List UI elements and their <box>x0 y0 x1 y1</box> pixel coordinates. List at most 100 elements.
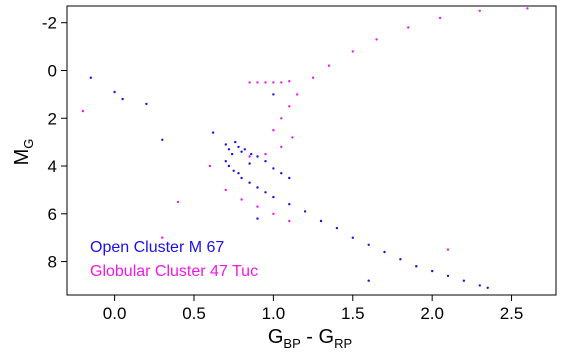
point-47tuc <box>248 81 251 84</box>
legend-entry-47tuc: Globular Cluster 47 Tuc <box>90 263 258 280</box>
point-m67 <box>431 269 434 273</box>
y-tick-label: 0 <box>48 61 57 80</box>
x-axis-title-sub1: BP <box>283 336 300 351</box>
point-m67 <box>486 286 489 289</box>
legend-entry-m67: Open Cluster M 67 <box>90 239 224 256</box>
point-m67 <box>211 131 215 134</box>
point-m67 <box>250 152 253 156</box>
x-axis-title-mid: - G <box>301 326 334 348</box>
point-m67 <box>256 155 259 158</box>
point-m67 <box>351 236 354 239</box>
x-tick-label: 2.0 <box>420 304 444 323</box>
point-m67 <box>161 138 164 141</box>
y-tick-label: 2 <box>48 109 57 128</box>
point-m67 <box>272 93 275 96</box>
point-m67 <box>446 274 450 278</box>
point-m67 <box>232 169 235 172</box>
x-tick-label: 2.5 <box>500 304 524 323</box>
point-47tuc <box>272 212 275 215</box>
point-47tuc <box>264 81 267 84</box>
point-m67 <box>335 226 339 230</box>
point-m67 <box>224 143 227 146</box>
x-axis-title-main: G <box>268 326 284 348</box>
point-m67 <box>256 186 259 189</box>
point-47tuc <box>407 26 410 29</box>
point-47tuc <box>224 188 227 192</box>
y-tick-label: 4 <box>48 157 57 176</box>
point-m67 <box>367 279 370 282</box>
point-m67 <box>256 217 259 220</box>
point-47tuc <box>375 38 378 41</box>
point-47tuc <box>280 117 283 120</box>
point-m67 <box>272 195 275 199</box>
point-m67 <box>240 150 243 153</box>
point-47tuc <box>272 81 275 84</box>
point-m67 <box>237 172 240 175</box>
point-m67 <box>227 164 231 168</box>
point-47tuc <box>288 219 291 223</box>
point-47tuc <box>176 200 180 204</box>
y-tick-label: 6 <box>48 205 57 224</box>
point-47tuc <box>526 7 529 10</box>
point-m67 <box>288 203 291 206</box>
point-47tuc <box>256 205 259 208</box>
point-m67 <box>224 160 227 163</box>
point-m67 <box>280 172 283 175</box>
point-47tuc <box>288 80 291 83</box>
y-tick-label: 8 <box>48 253 57 272</box>
point-47tuc <box>438 16 442 20</box>
point-47tuc <box>280 81 283 84</box>
point-m67 <box>264 191 267 194</box>
point-m67 <box>264 160 267 163</box>
point-47tuc <box>81 109 85 113</box>
point-47tuc <box>288 105 291 108</box>
point-m67 <box>383 250 386 254</box>
y-axis-title-main: M <box>11 149 33 166</box>
y-tick-label: -2 <box>42 14 57 33</box>
point-m67 <box>234 140 237 144</box>
x-tick-label: 1.0 <box>262 304 286 323</box>
x-tick-label: 0.5 <box>182 304 206 323</box>
point-47tuc <box>446 248 450 251</box>
point-m67 <box>230 152 234 156</box>
point-47tuc <box>272 129 275 132</box>
x-axis-title-sub2: RP <box>334 336 352 351</box>
point-m67 <box>240 176 243 180</box>
plot-frame <box>66 5 557 296</box>
points-layer <box>81 7 529 289</box>
point-m67 <box>243 148 246 151</box>
y-axis-title: MG <box>11 139 36 166</box>
point-47tuc <box>256 81 259 84</box>
point-47tuc <box>327 64 331 67</box>
point-47tuc <box>240 198 243 201</box>
legend: Open Cluster M 67 Globular Cluster 47 Tu… <box>90 239 258 280</box>
x-axis-title: GBP - GRP <box>268 326 352 351</box>
point-47tuc <box>478 9 481 12</box>
x-tick-label: 0.0 <box>103 304 127 323</box>
point-m67 <box>227 148 231 151</box>
svg-text:MG: MG <box>11 139 36 166</box>
point-m67 <box>237 145 240 149</box>
point-47tuc <box>208 164 212 168</box>
y-axis-title-sub: G <box>21 139 36 149</box>
point-m67 <box>248 162 251 165</box>
ticks-layer: 0.0 0.5 1.0 1.5 2.0 2.5 -2 0 2 4 6 8 <box>42 14 523 323</box>
point-m67 <box>399 258 402 261</box>
point-m67 <box>367 243 370 246</box>
point-m67 <box>89 76 93 79</box>
point-m67 <box>288 176 291 180</box>
point-47tuc <box>280 145 283 149</box>
point-m67 <box>145 102 148 106</box>
point-m67 <box>319 219 323 223</box>
point-m67 <box>272 167 275 170</box>
point-m67 <box>248 181 251 184</box>
point-47tuc <box>291 136 294 139</box>
point-m67 <box>415 265 418 268</box>
x-tick-label: 1.5 <box>341 304 365 323</box>
point-m67 <box>303 210 307 213</box>
point-47tuc <box>296 93 299 96</box>
point-47tuc <box>264 152 267 156</box>
point-47tuc <box>248 155 251 158</box>
point-47tuc <box>351 50 354 53</box>
